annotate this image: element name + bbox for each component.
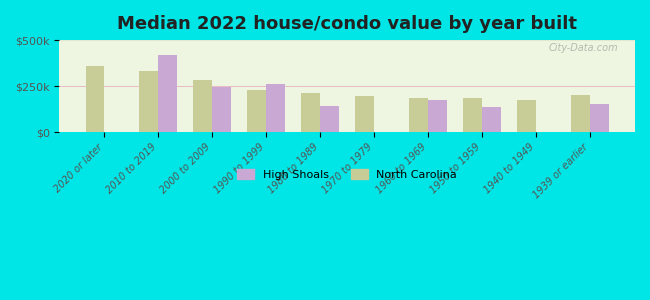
Title: Median 2022 house/condo value by year built: Median 2022 house/condo value by year bu… (117, 15, 577, 33)
Bar (302, 93, 320, 132)
Text: City-Data.com: City-Data.com (548, 43, 617, 53)
Bar (482, 107, 501, 132)
Legend: High Shoals, North Carolina: High Shoals, North Carolina (233, 164, 462, 184)
Bar (266, 84, 285, 132)
Bar (463, 98, 482, 132)
Bar (356, 96, 374, 132)
Bar (571, 95, 590, 132)
Bar (517, 100, 536, 132)
Bar (194, 80, 213, 132)
Bar (590, 104, 609, 132)
Bar (428, 100, 447, 132)
Bar (410, 98, 428, 132)
Bar (140, 71, 159, 132)
Bar (320, 106, 339, 132)
Bar (86, 66, 105, 132)
Bar (159, 55, 177, 132)
Bar (248, 90, 266, 132)
Bar (213, 87, 231, 132)
